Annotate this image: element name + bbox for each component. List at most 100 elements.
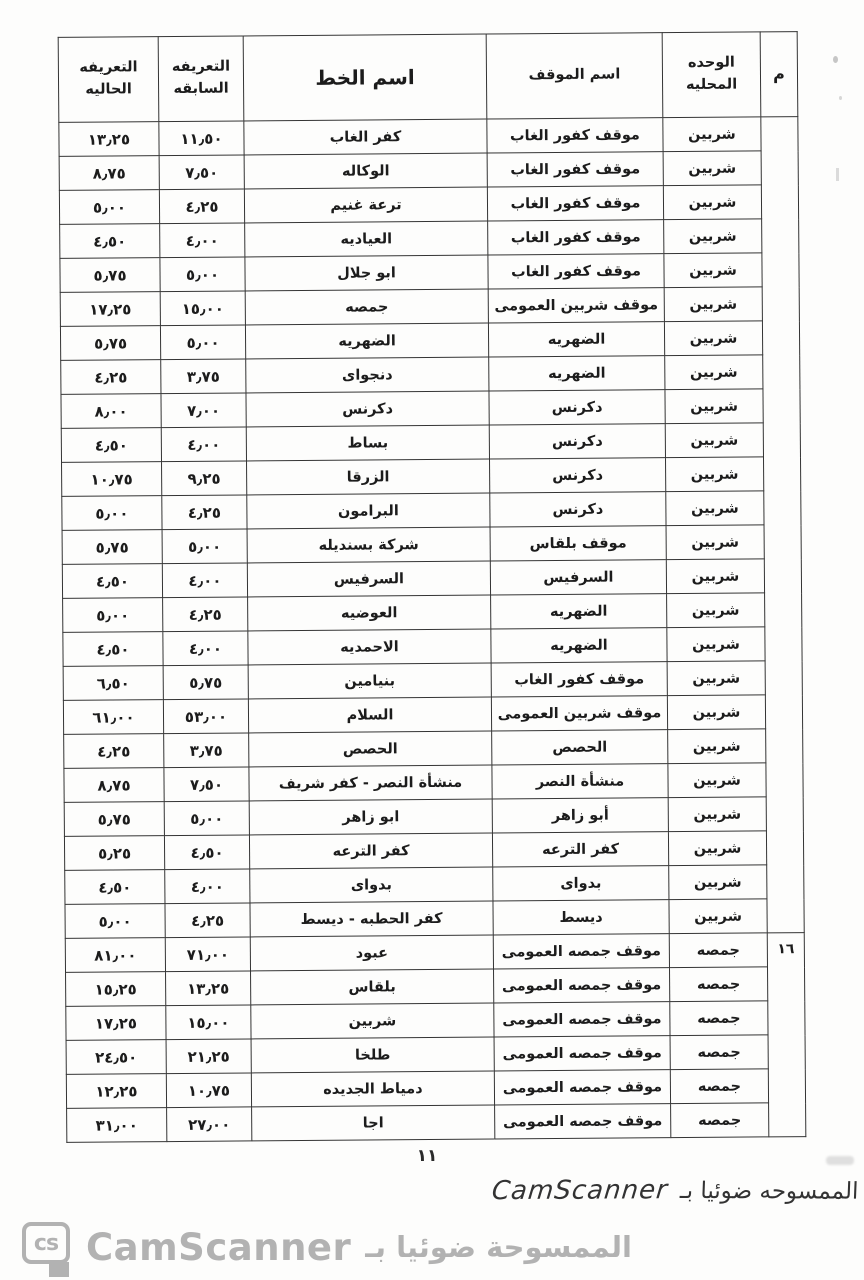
table-row: شربين دكرنس البرامون ٤٫٢٥ ٥٫٠٠	[61, 490, 801, 531]
cell-stop-name: الضهريه	[488, 321, 665, 358]
cell-previous-tariff: ١٣٫٢٥	[165, 970, 251, 1006]
cell-stop-name: أبو زاهر	[492, 797, 669, 834]
cell-line-name: السلام	[248, 697, 492, 733]
cell-previous-tariff: ٣٫٧٥	[160, 358, 246, 394]
header-serial: م	[760, 31, 798, 117]
table-row: شربين الحصص الحصص ٣٫٧٥ ٤٫٢٥	[63, 728, 803, 769]
cell-stop-name: موقف كفور الغاب	[486, 117, 664, 154]
cell-line-name: الحصص	[248, 731, 492, 767]
cell-local-unit: شربين	[668, 796, 767, 832]
table-row: شربين موقف كفور الغاب العياديه ٤٫٠٠ ٤٫٥٠	[59, 218, 799, 259]
header-stop-name: اسم الموقف	[486, 32, 663, 120]
cell-current-tariff: ٨٫٧٥	[59, 155, 160, 191]
cell-current-tariff: ٨٫٠٠	[60, 393, 162, 429]
cell-current-tariff: ٥٫٠٠	[59, 189, 160, 225]
camscanner-watermark: cs CamScanner الممسوحة ضوئيا بـ	[22, 1220, 632, 1277]
cell-stop-name: موقف جمصه العمومى	[493, 967, 670, 1004]
table-row: جمصه موقف جمصه العمومى شربين ١٥٫٠٠ ١٧٫٢٥	[65, 1000, 805, 1041]
cell-local-unit: جمصه	[670, 1034, 769, 1070]
cell-current-tariff: ٥٫٢٥	[64, 835, 165, 871]
tariff-table: م الوحده المحليه اسم الموقف اسم الخط الت…	[58, 31, 807, 1143]
cell-previous-tariff: ٤٫٢٥	[164, 902, 251, 938]
cell-previous-tariff: ٤٫٠٠	[159, 222, 245, 258]
cell-current-tariff: ٥٫٠٠	[62, 597, 163, 633]
cell-previous-tariff: ٤٫٢٥	[162, 596, 248, 632]
cell-local-unit: شربين	[664, 286, 763, 322]
cell-local-unit: جمصه	[669, 1000, 769, 1036]
cell-current-tariff: ٦١٫٠٠	[63, 699, 164, 735]
cell-previous-tariff: ١٥٫٠٠	[165, 1004, 252, 1040]
table-row: جمصه موقف جمصه العمومى بلقاس ١٣٫٢٥ ١٥٫٢٥	[65, 966, 805, 1007]
cell-local-unit: شربين	[667, 694, 766, 730]
cell-line-name: منشأة النصر - كفر شريف	[248, 765, 493, 801]
cell-current-tariff: ٨٫٧٥	[63, 767, 165, 803]
cell-stop-name: ديسط	[492, 899, 670, 936]
cell-current-tariff: ٤٫٥٠	[59, 223, 160, 259]
cell-stop-name: الضهريه	[488, 355, 665, 392]
cell-line-name: ابو جلال	[244, 255, 489, 291]
cell-previous-tariff: ٧١٫٠٠	[165, 936, 251, 972]
table-row: شربين دكرنس دكرنس ٧٫٠٠ ٨٫٠٠	[60, 388, 800, 429]
table-row: شربين موقف كفور الغاب ابو جلال ٥٫٠٠ ٥٫٧٥	[59, 252, 799, 293]
cell-stop-name: موقف جمصه العمومى	[494, 1069, 671, 1106]
cell-local-unit: شربين	[666, 524, 765, 560]
cell-line-name: بدواى	[249, 867, 493, 903]
cell-line-name: بساط	[246, 425, 490, 461]
tariff-table-wrap: م الوحده المحليه اسم الموقف اسم الخط الت…	[58, 31, 807, 1143]
cell-local-unit: شربين	[664, 354, 763, 390]
table-row: جمصه موقف جمصه العمومى اجا ٢٧٫٠٠ ٣١٫٠٠	[66, 1102, 806, 1143]
cell-previous-tariff: ٢١٫٢٥	[166, 1038, 252, 1074]
cell-line-name: الوكاله	[244, 153, 488, 189]
cell-previous-tariff: ٤٫٢٥	[161, 494, 248, 530]
cell-current-tariff: ١٠٫٧٥	[61, 461, 162, 497]
table-row: شربين موقف كفور الغاب ترعة غنيم ٤٫٢٥ ٥٫٠…	[59, 184, 798, 225]
cell-stop-name: الحصص	[491, 729, 668, 766]
table-row: شربين موقف شربين العمومى السلام ٥٣٫٠٠ ٦١…	[63, 694, 802, 735]
camscanner-logo-box: cs	[22, 1222, 70, 1264]
cell-current-tariff: ٥٫٠٠	[64, 903, 166, 939]
cell-previous-tariff: ١٠٫٧٥	[166, 1072, 252, 1108]
cell-line-name: شربين	[250, 1003, 495, 1039]
scan-artifact	[826, 1156, 854, 1165]
table-row: شربين منشأة النصر منشأة النصر - كفر شريف…	[63, 762, 803, 803]
cell-local-unit: شربين	[664, 388, 764, 424]
cell-current-tariff: ٢٤٫٥٠	[66, 1039, 167, 1075]
cell-line-name: العوضيه	[247, 595, 491, 631]
cell-stop-name: موقف جمصه العمومى	[493, 933, 670, 970]
table-row: شربين بدواى بدواى ٤٫٠٠ ٤٫٥٠	[64, 864, 804, 905]
cell-line-name: الاحمديه	[247, 629, 492, 665]
cell-current-tariff: ٨١٫٠٠	[65, 937, 166, 973]
cell-line-name: العياديه	[244, 221, 488, 257]
cell-serial: ١٦	[767, 932, 806, 1137]
cell-line-name: الضهريه	[245, 323, 489, 359]
table-row: جمصه موقف جمصه العمومى دمياط الجديده ١٠٫…	[66, 1068, 805, 1109]
table-row: جمصه موقف جمصه العمومى طلخا ٢١٫٢٥ ٢٤٫٥٠	[66, 1034, 805, 1075]
cell-previous-tariff: ٥٣٫٠٠	[163, 698, 249, 734]
cell-previous-tariff: ٤٫٢٥	[159, 188, 245, 224]
cell-local-unit: شربين	[664, 320, 763, 356]
cell-local-unit: شربين	[668, 830, 767, 866]
table-row: شربين موقف كفور الغاب بنيامين ٥٫٧٥ ٦٫٥٠	[63, 660, 802, 701]
cell-stop-name: موقف جمصه العمومى	[494, 1103, 671, 1140]
cell-local-unit: جمصه	[670, 1068, 769, 1104]
cell-stop-name: موقف بلقاس	[490, 525, 667, 562]
cell-line-name: دمياط الجديده	[251, 1071, 495, 1107]
cell-local-unit: شربين	[663, 150, 762, 186]
cell-previous-tariff: ٣٫٧٥	[163, 732, 249, 768]
cell-current-tariff: ٥٫٠٠	[61, 495, 163, 531]
cell-current-tariff: ٥٫٧٥	[62, 529, 163, 565]
cell-line-name: اجا	[251, 1105, 495, 1141]
table-header-row: م الوحده المحليه اسم الموقف اسم الخط الت…	[58, 31, 798, 123]
watermark-brand-text: CamScanner	[86, 1225, 352, 1269]
cell-local-unit: شربين	[663, 218, 762, 254]
cell-stop-name: موقف شربين العمومى	[488, 287, 665, 324]
cell-local-unit: شربين	[667, 728, 766, 764]
cell-local-unit: جمصه	[669, 932, 768, 968]
cell-stop-name: دكرنس	[488, 389, 666, 426]
header-line-name: اسم الخط	[243, 34, 487, 121]
header-previous-tariff: التعريفه السابقه	[158, 35, 244, 122]
cell-previous-tariff: ٤٫٥٠	[164, 834, 250, 870]
cell-current-tariff: ١٧٫٢٥	[65, 1005, 167, 1041]
cell-current-tariff: ٥٫٧٥	[60, 325, 161, 361]
